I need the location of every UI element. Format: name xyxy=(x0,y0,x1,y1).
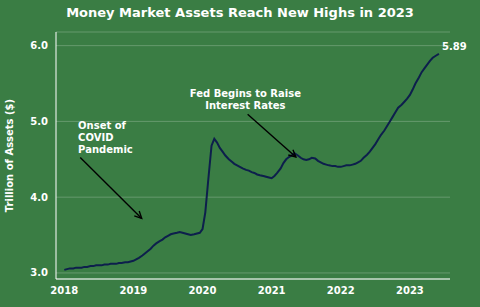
svg-text:2022: 2022 xyxy=(327,285,355,296)
svg-text:2020: 2020 xyxy=(189,285,217,296)
svg-text:2018: 2018 xyxy=(50,285,78,296)
svg-text:6.0: 6.0 xyxy=(30,40,48,51)
svg-text:5.0: 5.0 xyxy=(30,116,48,127)
svg-text:2019: 2019 xyxy=(119,285,147,296)
svg-text:4.0: 4.0 xyxy=(30,192,48,203)
html-text:Money Market Assets Reach New: Money Market Assets Reach New Highs in 2… xyxy=(66,5,414,20)
svg-text:2021: 2021 xyxy=(258,285,286,296)
svg-text:5.89: 5.89 xyxy=(442,41,467,52)
svg-text:Fed Begins to RaiseInterest Ra: Fed Begins to RaiseInterest Rates xyxy=(190,88,301,111)
svg-text:3.0: 3.0 xyxy=(30,267,48,278)
svg-text:2023: 2023 xyxy=(396,285,424,296)
svg-text:Trillion of Assets ($): Trillion of Assets ($) xyxy=(8,99,15,212)
svg-text:Onset ofCOVIDPandemic: Onset ofCOVIDPandemic xyxy=(78,120,133,155)
